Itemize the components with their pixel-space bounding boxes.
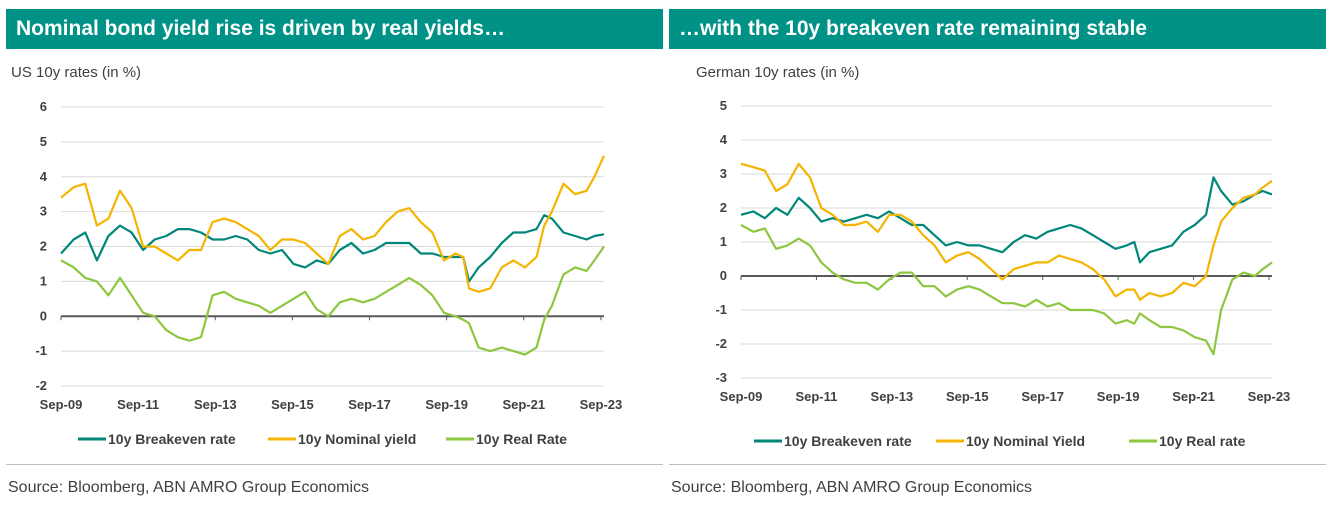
y-tick-label: 5 bbox=[720, 98, 727, 113]
y-tick-label: -2 bbox=[715, 336, 727, 351]
x-tick-label: Sep-21 bbox=[1172, 389, 1215, 404]
y-tick-label: 2 bbox=[720, 200, 727, 215]
x-tick-label: Sep-13 bbox=[194, 397, 237, 412]
source-note: Source: Bloomberg, ABN AMRO Group Econom… bbox=[8, 479, 370, 496]
legend-label-breakeven: 10y Breakeven rate bbox=[108, 431, 236, 447]
x-tick-label: Sep-11 bbox=[795, 389, 837, 404]
y-tick-label: 4 bbox=[40, 169, 48, 184]
y-tick-label: 3 bbox=[720, 166, 727, 181]
y-tick-label: -1 bbox=[35, 343, 47, 358]
y-tick-label: -1 bbox=[715, 302, 727, 317]
x-tick-label: Sep-09 bbox=[40, 397, 83, 412]
legend-label-breakeven: 10y Breakeven rate bbox=[784, 433, 912, 449]
legend-label-real: 10y Real Rate bbox=[476, 431, 567, 447]
x-tick-label: Sep-19 bbox=[1097, 389, 1140, 404]
chart-title: …with the 10y breakeven rate remaining s… bbox=[669, 9, 1326, 49]
y-tick-label: 5 bbox=[40, 134, 47, 149]
legend-label-nominal: 10y Nominal Yield bbox=[966, 433, 1085, 449]
chart-subtitle: US 10y rates (in %) bbox=[11, 64, 142, 81]
x-tick-label: Sep-23 bbox=[580, 397, 623, 412]
x-tick-label: Sep-23 bbox=[1248, 389, 1291, 404]
source-note: Source: Bloomberg, ABN AMRO Group Econom… bbox=[671, 479, 1033, 496]
y-tick-label: 1 bbox=[40, 273, 47, 288]
x-tick-label: Sep-21 bbox=[502, 397, 545, 412]
chart-subtitle: German 10y rates (in %) bbox=[696, 64, 860, 81]
x-tick-label: Sep-17 bbox=[1021, 389, 1064, 404]
chart-title: Nominal bond yield rise is driven by rea… bbox=[6, 9, 663, 49]
divider-line bbox=[6, 464, 663, 465]
series-line-breakeven bbox=[60, 214, 605, 283]
y-tick-label: 0 bbox=[40, 308, 47, 323]
y-tick-label: 3 bbox=[40, 204, 47, 219]
y-tick-label: 6 bbox=[40, 99, 47, 114]
chart-german-10y-rates: -3 -2 -1 0 1 2 3 4 5 Sep-09 Sep-11 Sep-13 Sep-15 Sep-… bbox=[715, 98, 1291, 449]
chart-panel-germany: …with the 10y breakeven rate remaining s… bbox=[669, 9, 1326, 508]
divider-line bbox=[669, 464, 1326, 465]
series-line-nominal bbox=[740, 162, 1273, 301]
x-tick-label: Sep-15 bbox=[946, 389, 989, 404]
x-tick-label: Sep-19 bbox=[425, 397, 468, 412]
y-tick-label: -3 bbox=[715, 370, 727, 385]
y-tick-label: 1 bbox=[720, 234, 727, 249]
x-tick-label: Sep-17 bbox=[348, 397, 391, 412]
legend-label-nominal: 10y Nominal yield bbox=[298, 431, 416, 447]
series-line-nominal bbox=[60, 155, 606, 293]
chart-us-10y-rates: -2 -1 0 1 2 3 4 5 6 Sep-09 Sep-11 Sep-13 Sep-15 Sep-1… bbox=[35, 99, 623, 447]
chart-panel-us: Nominal bond yield rise is driven by rea… bbox=[6, 9, 663, 508]
y-tick-label: 2 bbox=[40, 239, 47, 254]
x-tick-label: Sep-11 bbox=[117, 397, 159, 412]
y-tick-label: -2 bbox=[35, 378, 47, 393]
y-tick-label: 0 bbox=[720, 268, 727, 283]
x-tick-label: Sep-09 bbox=[720, 389, 763, 404]
x-tick-label: Sep-13 bbox=[871, 389, 914, 404]
x-tick-label: Sep-15 bbox=[271, 397, 314, 412]
series-line-real bbox=[60, 245, 605, 356]
series-line-real bbox=[740, 224, 1273, 356]
series-line-breakeven bbox=[740, 176, 1273, 264]
y-tick-label: 4 bbox=[720, 132, 728, 147]
legend-label-real: 10y Real rate bbox=[1159, 433, 1246, 449]
